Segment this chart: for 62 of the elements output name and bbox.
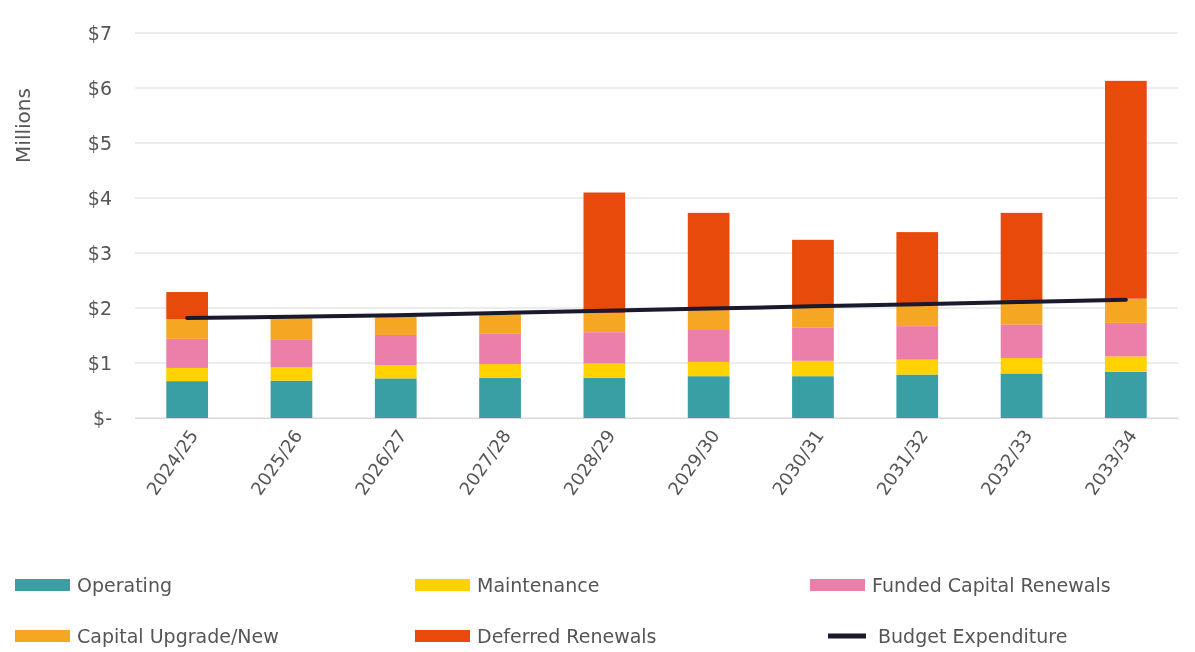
y-tick-label: $6: [87, 76, 112, 99]
bar: [479, 377, 521, 418]
bar: [583, 363, 626, 378]
y-tick-label: $3: [87, 241, 112, 264]
bar: [687, 361, 730, 377]
bar: [479, 364, 521, 378]
legend-label: Deferred Renewals: [477, 624, 657, 647]
bar: [166, 338, 209, 368]
bar: [583, 332, 626, 364]
bar: [166, 292, 209, 319]
bar: [1104, 356, 1147, 372]
bar: [270, 339, 313, 368]
y-axis-title: Millions: [11, 88, 35, 163]
bar: [583, 377, 626, 418]
bar: [1104, 298, 1147, 323]
bar: [687, 376, 730, 418]
bar: [896, 326, 939, 360]
bar: [479, 333, 521, 365]
bar: [270, 380, 313, 418]
bar: [374, 316, 417, 335]
bar: [1104, 80, 1147, 299]
legend-label: Budget Expenditure: [878, 624, 1068, 647]
bar: [1104, 371, 1147, 418]
legend-label: Capital Upgrade/New: [77, 624, 279, 647]
bar: [896, 232, 939, 305]
bar: [896, 374, 939, 418]
bar: [166, 381, 209, 418]
bar: [792, 239, 834, 308]
bar: [792, 327, 834, 361]
y-tick-label: $1: [87, 351, 112, 374]
bar: [896, 304, 939, 327]
bar: [166, 319, 209, 339]
legend-label: Maintenance: [477, 573, 600, 596]
y-tick-label: $2: [87, 296, 112, 319]
bar: [270, 317, 313, 340]
y-tick-label: $7: [87, 21, 112, 44]
bar: [166, 367, 209, 382]
line-series: [185, 297, 1128, 320]
bar: [374, 334, 417, 366]
legend-label: Funded Capital Renewals: [872, 573, 1111, 596]
bar: [792, 360, 834, 377]
bar: [687, 330, 730, 362]
bar: [1000, 373, 1043, 418]
bar: [1000, 324, 1043, 359]
bar: [1000, 212, 1043, 303]
bar: [270, 367, 313, 381]
bar: [374, 378, 417, 418]
bar: [479, 314, 521, 334]
bar: [792, 307, 834, 328]
bar: [792, 376, 834, 418]
bar: [583, 192, 626, 313]
bar: [1000, 302, 1043, 325]
bar: [1000, 358, 1043, 374]
y-tick-label: $4: [87, 186, 112, 209]
y-tick-label: $-: [93, 406, 112, 429]
bar: [896, 359, 939, 375]
bar: [583, 312, 626, 333]
y-tick-label: $5: [87, 131, 112, 154]
bar: [374, 365, 417, 379]
bar: [1104, 322, 1147, 357]
bar: [687, 310, 730, 330]
legend-label: Operating: [77, 573, 172, 596]
